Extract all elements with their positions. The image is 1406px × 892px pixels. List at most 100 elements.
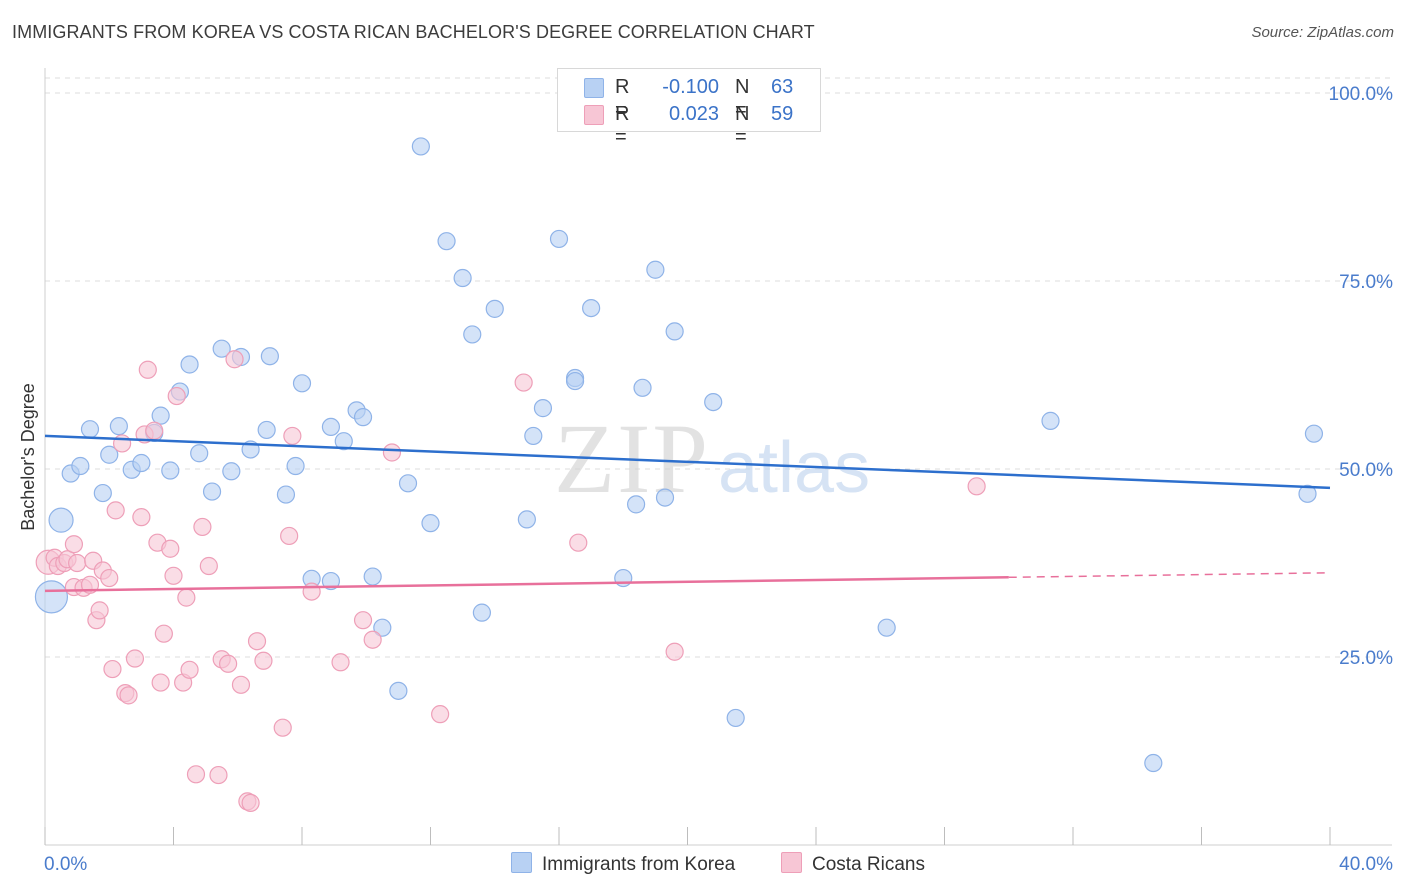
korea-point [321, 571, 341, 591]
legend-r-label: R = [615, 76, 630, 121]
y-tick-label: 25.0% [1339, 648, 1393, 669]
korea-point [472, 603, 491, 622]
costa-point [154, 624, 173, 643]
costa-point [125, 649, 145, 668]
korea-point [665, 322, 684, 341]
costa-point [302, 582, 321, 601]
costa-point [177, 588, 196, 607]
korea-point [565, 371, 585, 391]
costa-point [431, 705, 450, 724]
costa-point [665, 642, 684, 661]
korea-point [161, 461, 180, 480]
legend-r-label: R = [615, 103, 630, 148]
chart-title: IMMIGRANTS FROM KOREA VS COSTA RICAN BAC… [12, 22, 815, 42]
costa-legend-swatch [781, 852, 802, 873]
korea-point [353, 408, 373, 427]
korea-point [100, 445, 119, 464]
costa-point [382, 443, 402, 462]
korea-point [151, 406, 170, 425]
costa-point [363, 630, 382, 649]
costa-point [219, 654, 238, 673]
costa-point [331, 653, 350, 672]
korea-point [212, 339, 231, 358]
x-tick-label: 0.0% [44, 854, 87, 875]
korea-point [704, 392, 723, 412]
costa-point [64, 535, 84, 554]
costa-point [112, 434, 132, 453]
costa-point [280, 526, 299, 546]
legend-n-value: 59 [771, 103, 794, 125]
costa-point [167, 386, 186, 406]
korea-point [1298, 484, 1317, 503]
korea-point [633, 378, 652, 397]
korea-point [132, 453, 151, 473]
costa-point [241, 793, 260, 812]
costa-point [514, 373, 533, 392]
korea-point [80, 420, 100, 439]
costa-point [193, 517, 212, 537]
korea-point [48, 507, 74, 533]
korea-point [180, 355, 199, 374]
korea-point [655, 488, 675, 507]
y-tick-label: 50.0% [1339, 460, 1393, 481]
korea-point [582, 299, 601, 318]
bottom-legend-korea: Immigrants from Korea [511, 852, 735, 876]
korea-point [421, 514, 440, 533]
korea-point [34, 580, 69, 614]
korea-point [1304, 424, 1324, 443]
costa-point [145, 421, 164, 440]
korea-point [877, 618, 896, 637]
korea-legend-label: Immigrants from Korea [542, 854, 736, 875]
korea-point [222, 462, 241, 481]
korea-point [437, 232, 456, 251]
costa-point [247, 632, 267, 651]
costa-point [106, 501, 125, 520]
korea-point [93, 483, 112, 503]
korea-point [411, 137, 430, 156]
costa-point [199, 556, 218, 576]
korea-point [292, 374, 312, 393]
korea-point [389, 681, 408, 700]
costa-point [186, 765, 206, 784]
costa-trend-line [44, 576, 1009, 593]
costa-point [180, 660, 199, 679]
costa-point [151, 673, 170, 692]
korea-point [321, 417, 341, 437]
costa-point [353, 611, 373, 630]
korea-point [260, 347, 279, 366]
costa-trend-extension [1008, 572, 1331, 579]
costa-point [569, 533, 588, 552]
korea-point [549, 229, 569, 249]
korea-point [726, 708, 745, 728]
costa-legend-label: Costa Ricans [812, 854, 925, 875]
legend-r-value: -0.100 [662, 76, 719, 98]
costa-swatch [584, 105, 604, 125]
source-credit: Source: ZipAtlas.com [1251, 24, 1394, 41]
korea-point [276, 485, 296, 504]
korea-point [190, 444, 209, 463]
korea-point [334, 432, 353, 451]
bottom-legend-costa: Costa Ricans [781, 852, 925, 876]
korea-point [398, 474, 418, 493]
korea-point [71, 456, 90, 476]
y-axis-label: Bachelor's Degree [18, 383, 38, 531]
korea-swatch [584, 78, 604, 98]
costa-point [103, 659, 122, 679]
costa-point [231, 675, 251, 694]
korea-point [517, 510, 536, 529]
y-tick-label: 100.0% [1329, 84, 1394, 105]
x-tick-label: 40.0% [1339, 854, 1393, 875]
costa-point [209, 765, 228, 785]
legend-n-value: 63 [771, 76, 794, 98]
costa-point [132, 508, 151, 527]
korea-point [463, 325, 482, 344]
costa-point [283, 426, 302, 446]
korea-point [1041, 411, 1060, 430]
costa-point [161, 539, 180, 558]
korea-point [286, 456, 305, 476]
korea-point [533, 399, 553, 418]
legend-n-label: N = [735, 103, 750, 148]
korea-point [363, 567, 382, 586]
korea-point [257, 420, 276, 440]
